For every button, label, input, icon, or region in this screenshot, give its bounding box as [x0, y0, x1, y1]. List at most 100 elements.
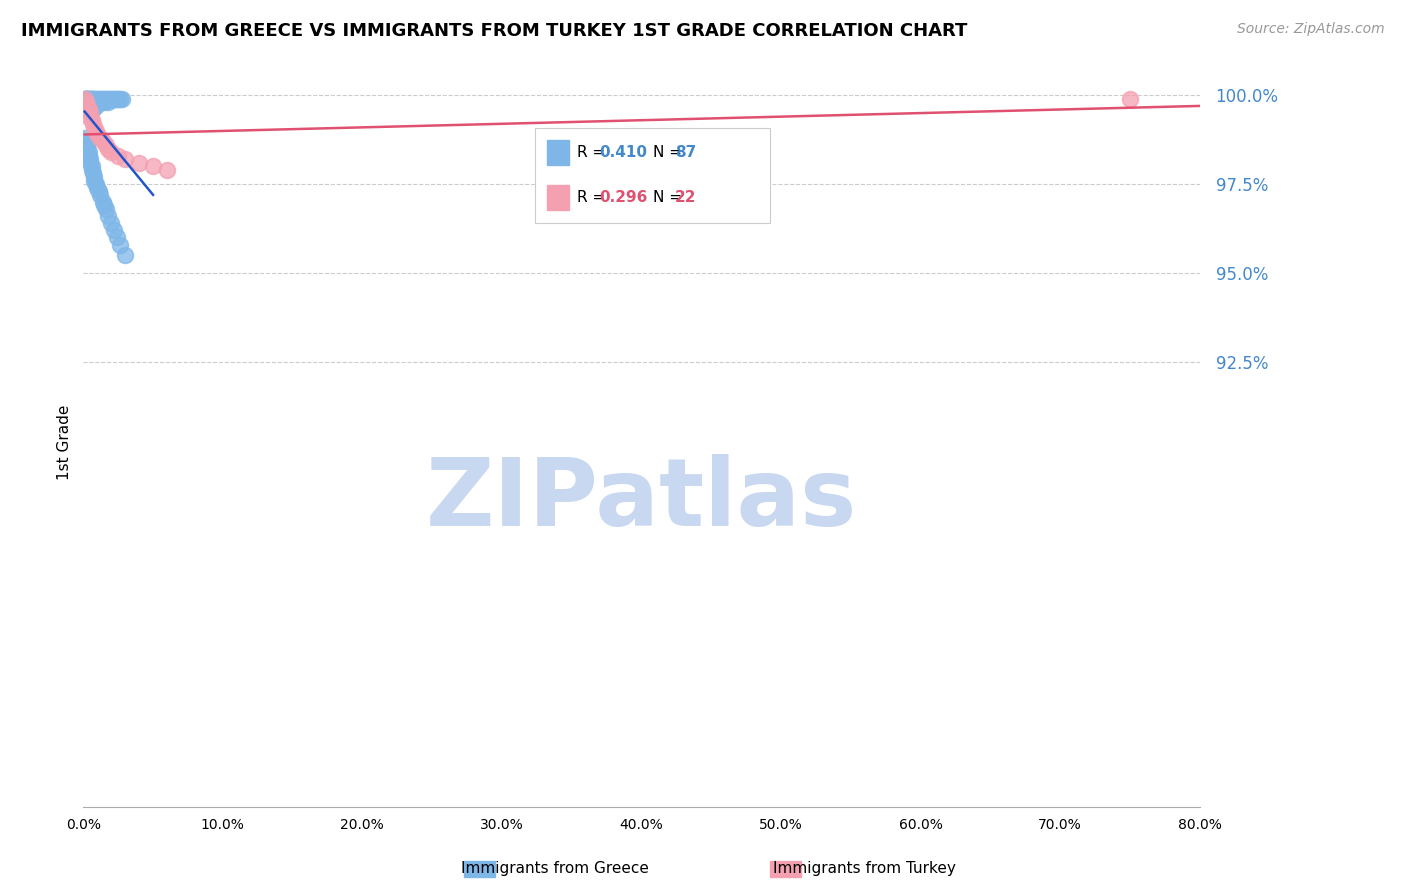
Point — [111, 92, 134, 106]
Point — [77, 110, 100, 124]
Point — [77, 92, 100, 106]
Point — [103, 92, 125, 106]
Point — [76, 92, 98, 106]
Point — [93, 95, 115, 110]
FancyBboxPatch shape — [547, 140, 569, 165]
Bar — [770, 861, 801, 877]
Point — [107, 92, 129, 106]
Point — [79, 95, 101, 110]
Point — [93, 92, 115, 106]
Point — [76, 99, 98, 113]
Point — [82, 103, 104, 117]
Point — [86, 128, 108, 142]
Point — [83, 95, 105, 110]
Point — [80, 95, 103, 110]
Point — [97, 95, 120, 110]
Point — [84, 177, 107, 191]
Point — [96, 92, 118, 106]
Point — [76, 99, 98, 113]
Point — [86, 180, 108, 194]
Point — [77, 92, 100, 106]
Text: Source: ZipAtlas.com: Source: ZipAtlas.com — [1237, 22, 1385, 37]
Point — [100, 92, 122, 106]
Point — [75, 92, 97, 106]
Point — [76, 92, 98, 106]
FancyBboxPatch shape — [536, 128, 770, 223]
Text: 22: 22 — [675, 190, 696, 205]
Point — [87, 95, 110, 110]
Point — [97, 142, 120, 156]
Point — [79, 92, 101, 106]
Text: R =: R = — [576, 145, 610, 160]
Point — [83, 169, 105, 184]
Point — [87, 92, 110, 106]
Point — [76, 95, 98, 110]
Point — [94, 138, 117, 153]
Point — [79, 153, 101, 167]
Point — [101, 92, 124, 106]
Point — [76, 95, 98, 110]
Point — [108, 92, 131, 106]
Point — [98, 92, 121, 106]
Point — [89, 131, 111, 145]
Point — [79, 156, 101, 170]
Point — [76, 138, 98, 153]
Point — [80, 113, 103, 128]
Point — [91, 92, 114, 106]
Point — [75, 92, 97, 106]
Text: 87: 87 — [675, 145, 696, 160]
Point — [86, 95, 108, 110]
Point — [79, 92, 101, 106]
Point — [75, 95, 97, 110]
Point — [75, 135, 97, 149]
Point — [80, 162, 103, 177]
Point — [82, 95, 104, 110]
Point — [80, 92, 103, 106]
Point — [82, 99, 104, 113]
Point — [94, 92, 117, 106]
Text: N =: N = — [652, 190, 686, 205]
Point — [100, 216, 122, 230]
Point — [91, 194, 114, 209]
Point — [84, 99, 107, 113]
Point — [77, 149, 100, 163]
Point — [108, 237, 131, 252]
Point — [80, 99, 103, 113]
Point — [73, 92, 96, 106]
Point — [80, 160, 103, 174]
Point — [73, 131, 96, 145]
Point — [79, 103, 101, 117]
Text: R =: R = — [576, 190, 610, 205]
Point — [77, 145, 100, 160]
Text: 0.296: 0.296 — [599, 190, 647, 205]
Point — [97, 209, 120, 223]
Y-axis label: 1st Grade: 1st Grade — [58, 404, 72, 480]
Point — [87, 184, 110, 198]
Point — [105, 92, 128, 106]
Point — [84, 124, 107, 138]
Text: IMMIGRANTS FROM GREECE VS IMMIGRANTS FROM TURKEY 1ST GRADE CORRELATION CHART: IMMIGRANTS FROM GREECE VS IMMIGRANTS FRO… — [21, 22, 967, 40]
Point — [77, 95, 100, 110]
Point — [105, 230, 128, 244]
Point — [103, 223, 125, 237]
Point — [97, 92, 120, 106]
Point — [114, 153, 136, 167]
Point — [84, 92, 107, 106]
Text: 0.410: 0.410 — [599, 145, 647, 160]
Point — [156, 162, 179, 177]
Point — [80, 92, 103, 106]
Point — [75, 95, 97, 110]
Point — [89, 95, 111, 110]
Point — [77, 103, 100, 117]
Point — [142, 160, 165, 174]
Point — [76, 92, 98, 106]
Point — [73, 92, 96, 106]
Point — [114, 248, 136, 262]
Point — [79, 106, 101, 120]
Point — [83, 99, 105, 113]
Point — [89, 187, 111, 202]
Point — [82, 166, 104, 180]
Point — [86, 92, 108, 106]
Point — [75, 95, 97, 110]
Point — [83, 173, 105, 187]
